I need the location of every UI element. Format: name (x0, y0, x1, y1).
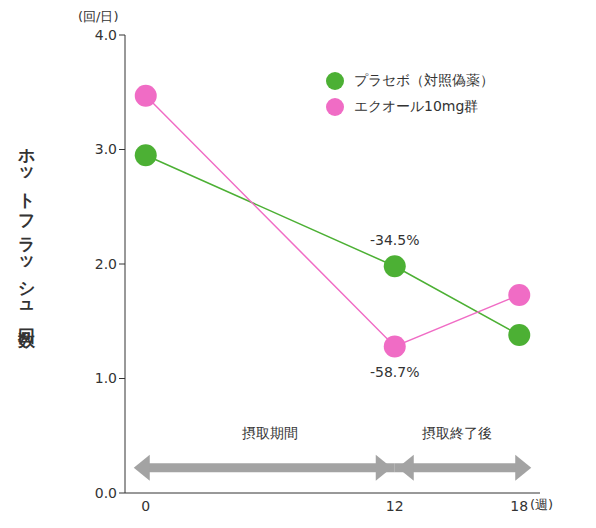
html-text:ホットフラッシュ回数: ホットフラッシュ回数 (17, 136, 37, 321)
svg-text:12: 12 (386, 498, 404, 514)
svg-text:摂取終了後: 摂取終了後 (422, 425, 492, 441)
svg-text:2.0: 2.0 (95, 256, 117, 272)
svg-text:18: 18 (510, 498, 528, 514)
html-text:エクオール10mg群: エクオール10mg群 (354, 98, 479, 114)
svg-text:1.0: 1.0 (95, 370, 117, 386)
html-text:プラセボ（対照偽薬）: プラセボ（対照偽薬） (354, 72, 494, 88)
html-text:(回/日): (回/日) (78, 9, 119, 24)
svg-text:-58.7%: -58.7% (370, 364, 420, 380)
svg-text:4.0: 4.0 (95, 27, 117, 43)
svg-text:0.0: 0.0 (95, 485, 117, 501)
svg-text:摂取期間: 摂取期間 (242, 425, 298, 441)
svg-text:-34.5%: -34.5% (370, 232, 420, 248)
svg-text:0: 0 (141, 498, 150, 514)
html-text:(週): (週) (530, 497, 554, 512)
svg-text:3.0: 3.0 (95, 141, 117, 157)
